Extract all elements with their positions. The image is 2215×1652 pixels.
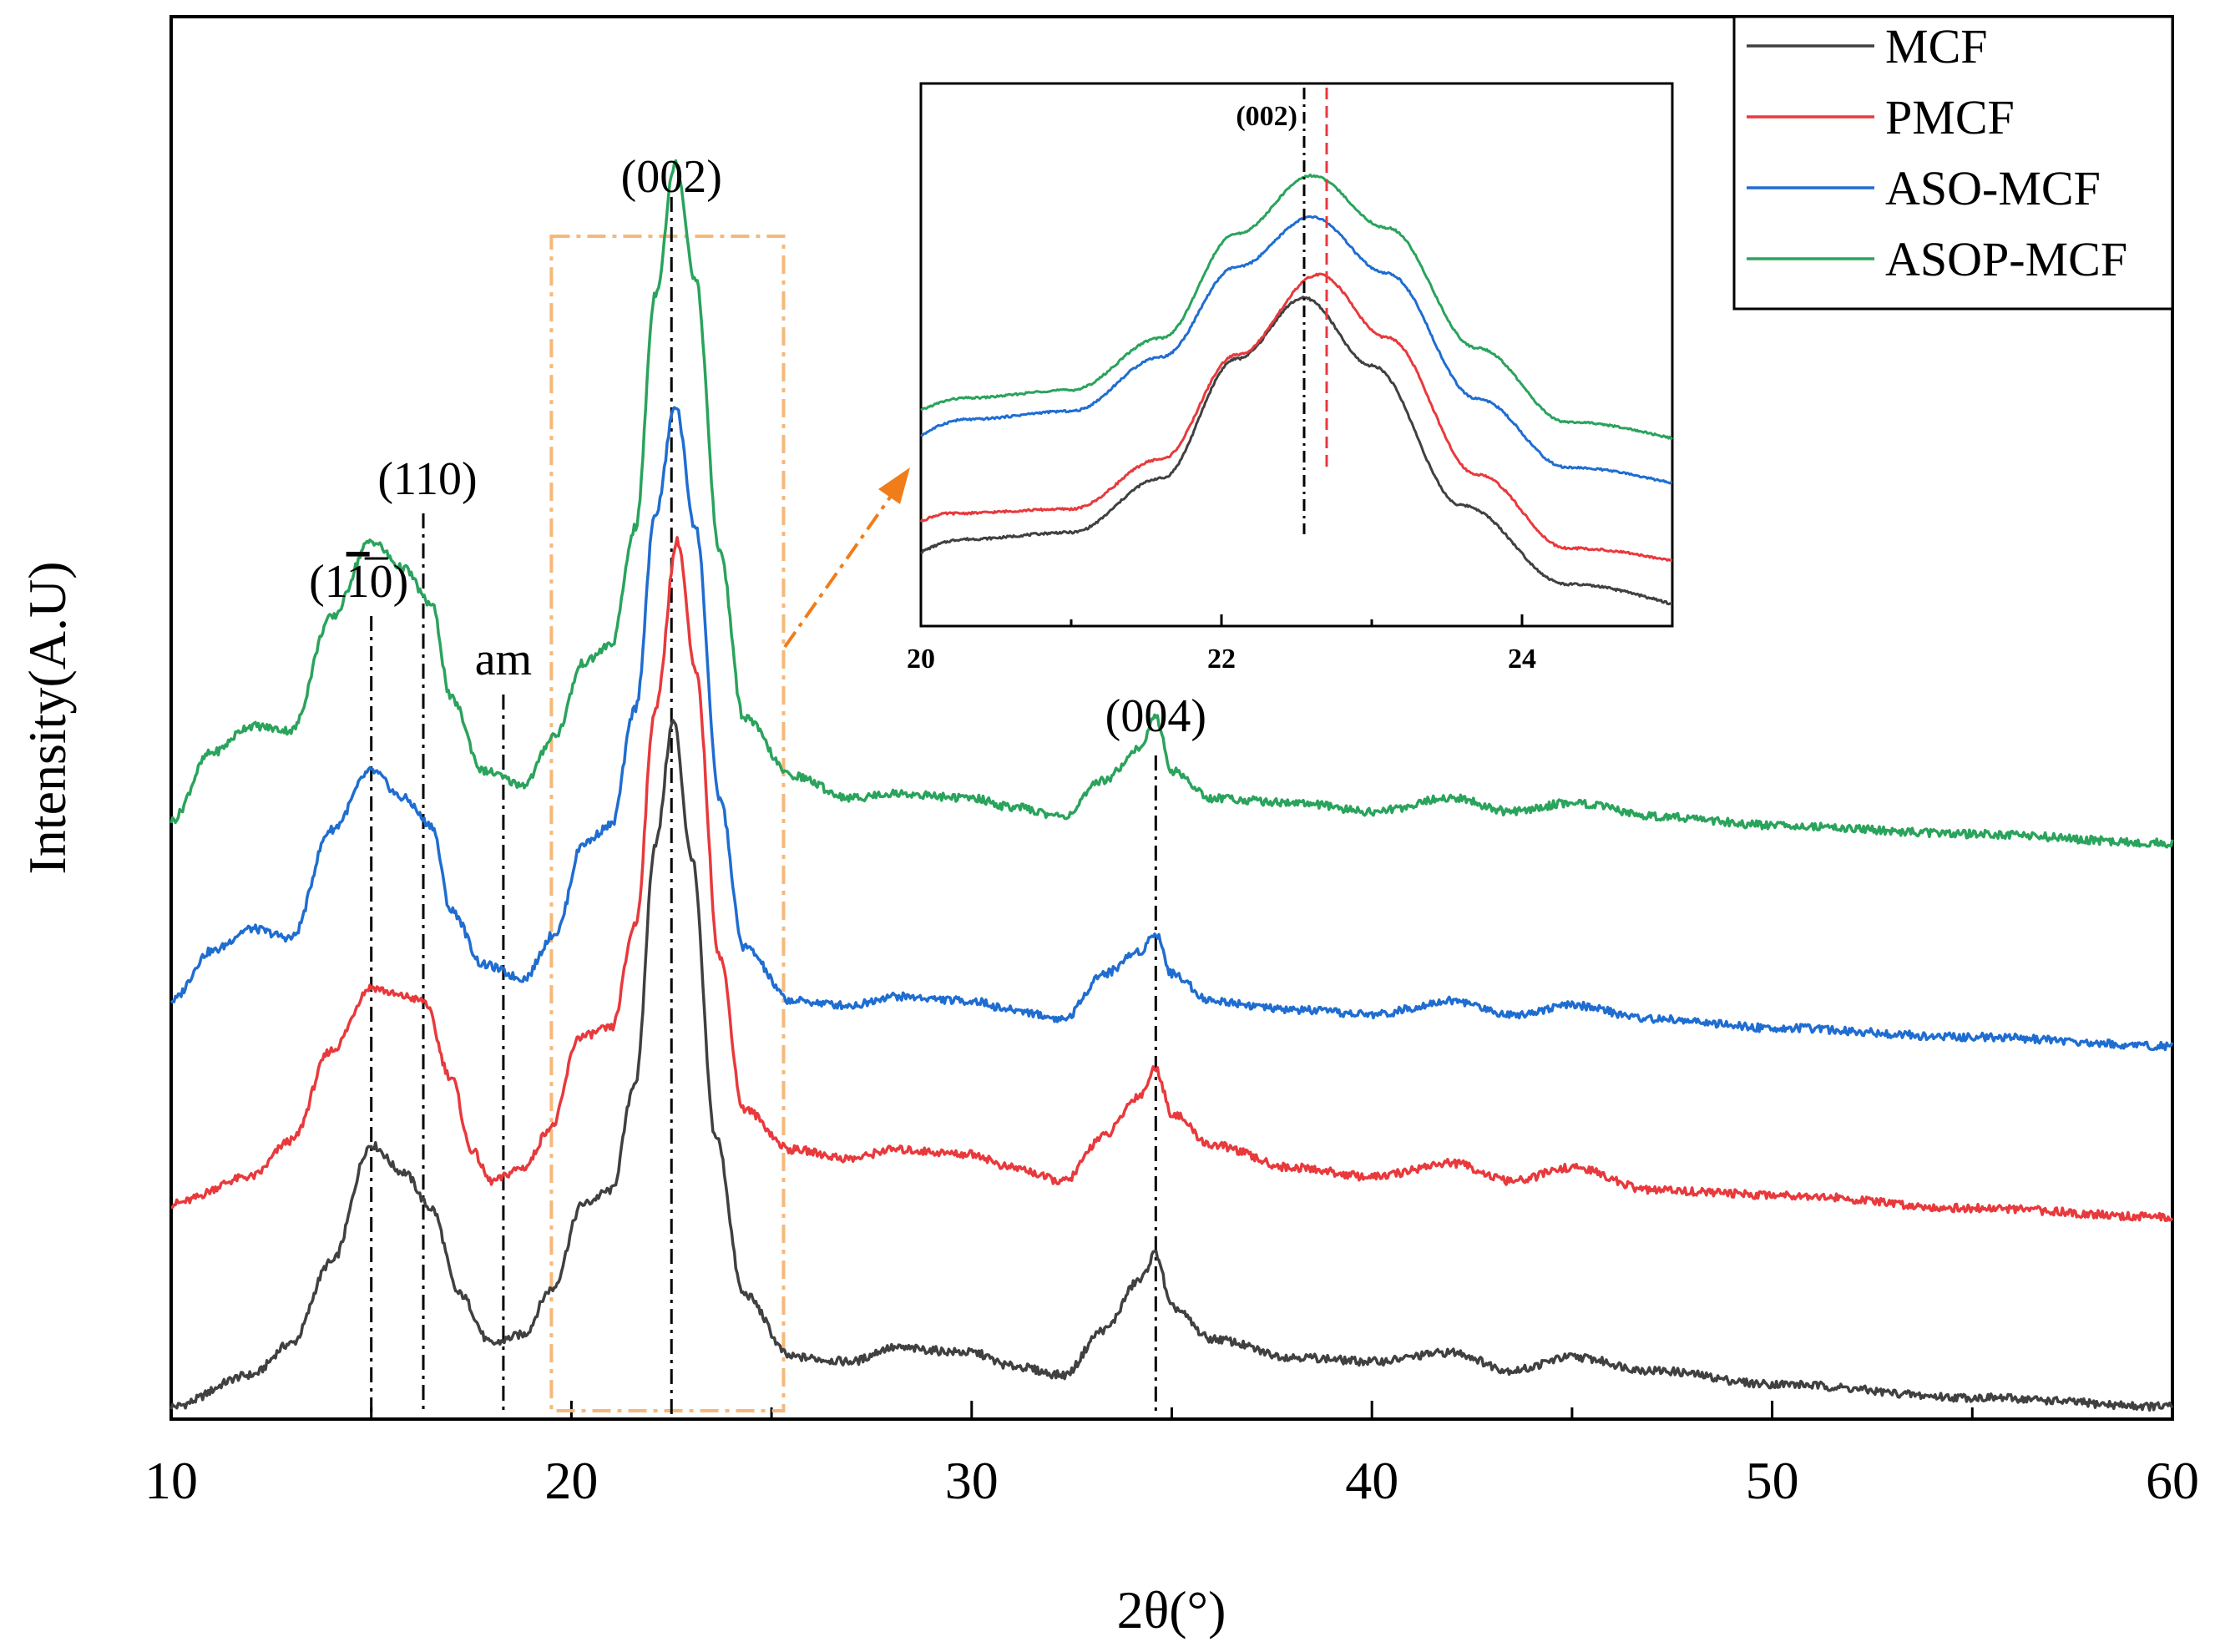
peak-label: (110): [309, 556, 408, 608]
peak-reference-lines: [370, 197, 1157, 1415]
inset-series-layer: [919, 173, 1673, 606]
inset-x-tick-label: 24: [1508, 644, 1536, 674]
series-line-pmcf: [170, 536, 2174, 1222]
zoom-box-layer: [549, 235, 786, 1412]
x-axis-title: 2θ(°): [1117, 1580, 1226, 1639]
legend-label: PMCF: [1885, 90, 2015, 144]
series-line-mcf: [169, 719, 2174, 1412]
x-tick-label: 10: [144, 1451, 198, 1510]
inset-series-asop-mcf: [920, 173, 1673, 440]
series-line-aso-mcf: [169, 406, 2174, 1052]
peak-label: (110): [377, 453, 477, 505]
peak-label: (004): [1105, 690, 1206, 742]
series-layer: [169, 159, 2174, 1412]
inset-frame: [919, 82, 1674, 628]
zoom-arrow: [783, 467, 910, 649]
series-line-asop-mcf: [169, 159, 2174, 849]
inset-series-mcf: [920, 296, 1673, 606]
peak-label: am: [475, 634, 532, 685]
x-tick-label: 20: [544, 1451, 598, 1510]
legend-items: MCF PMCF ASO-MCF ASOP-MCF: [1747, 19, 2127, 286]
x-tick-label: 40: [1345, 1451, 1398, 1510]
inset-peak-label: (002): [1236, 101, 1297, 132]
inset-series-aso-mcf: [920, 215, 1673, 485]
y-axis-title: Intensity(A.U): [18, 561, 77, 874]
x-tick-label: 30: [945, 1451, 999, 1510]
peak-label: (002): [621, 151, 722, 203]
inset-series-pmcf: [919, 272, 1673, 562]
inset-reference-lines: [1302, 88, 1328, 534]
peak-labels: (110) (110) am (002) (004): [309, 151, 1206, 742]
inset-x-tick-label: 22: [1207, 644, 1236, 674]
legend-label: ASOP-MCF: [1885, 232, 2127, 286]
x-tick-label: 60: [2146, 1451, 2199, 1510]
zoom-box: [549, 235, 786, 1412]
x-axis-ticks: 10 20 30 40 50 60: [144, 1401, 2199, 1510]
inset-zoom-panel: 20 22 24 (002): [907, 82, 1674, 674]
inset-x-tick-label: 20: [907, 644, 935, 674]
legend: MCF PMCF ASO-MCF ASOP-MCF: [1732, 15, 2174, 311]
inset-x-ticks: 20 22 24: [907, 614, 1674, 674]
legend-label: MCF: [1885, 19, 1988, 73]
legend-label: ASO-MCF: [1885, 161, 2101, 215]
x-tick-label: 50: [1746, 1451, 1799, 1510]
